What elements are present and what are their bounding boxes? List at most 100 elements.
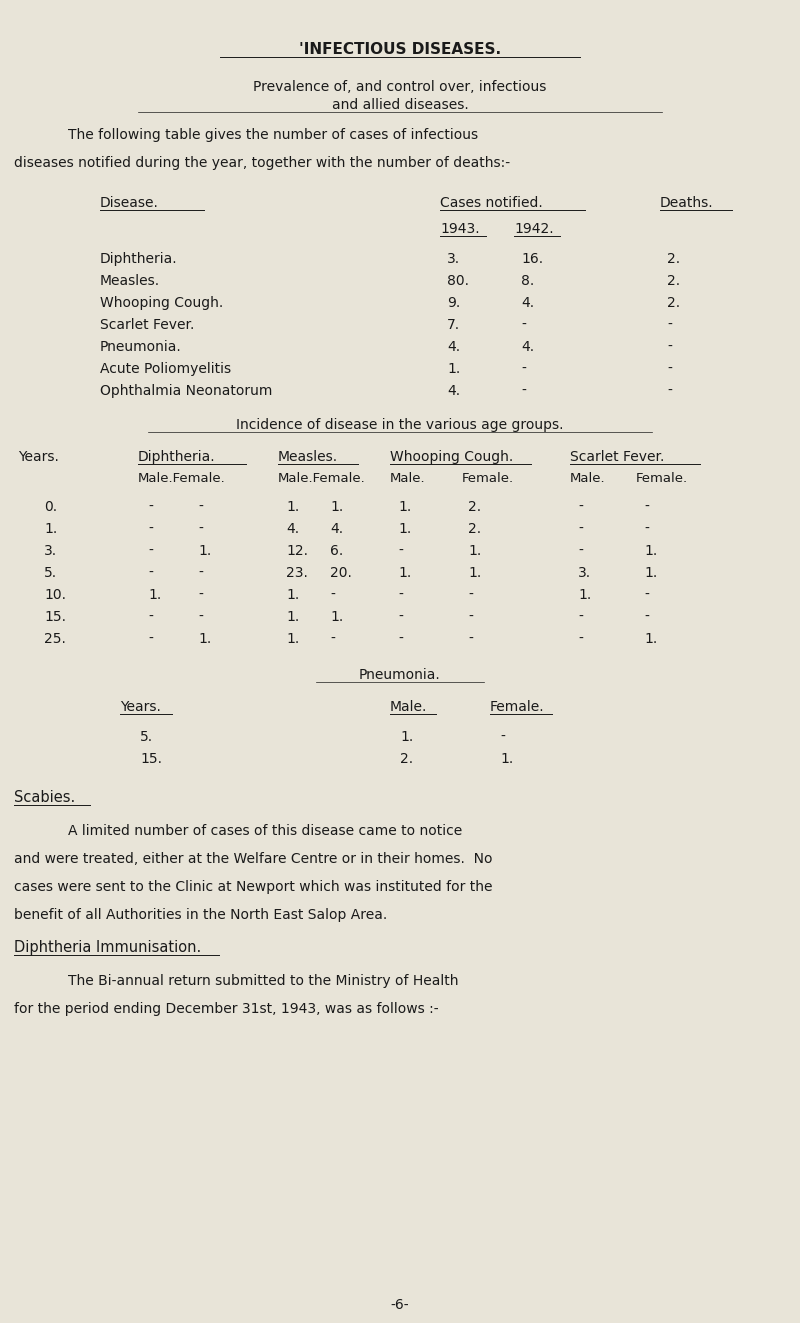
Text: 1943.: 1943. (440, 222, 480, 235)
Text: -: - (198, 566, 203, 579)
Text: 23.: 23. (286, 566, 308, 579)
Text: Incidence of disease in the various age groups.: Incidence of disease in the various age … (236, 418, 564, 433)
Text: Male.: Male. (390, 700, 427, 714)
Text: -: - (468, 610, 473, 624)
Text: 4.: 4. (521, 296, 534, 310)
Text: Measles.: Measles. (278, 450, 338, 464)
Text: -: - (148, 610, 153, 624)
Text: 3.: 3. (447, 251, 460, 266)
Text: Scarlet Fever.: Scarlet Fever. (570, 450, 664, 464)
Text: 1.: 1. (398, 500, 411, 515)
Text: 8.: 8. (521, 274, 534, 288)
Text: 20.: 20. (330, 566, 352, 579)
Text: 1.: 1. (330, 500, 343, 515)
Text: Years.: Years. (18, 450, 59, 464)
Text: 15.: 15. (140, 751, 162, 766)
Text: -6-: -6- (390, 1298, 410, 1312)
Text: -: - (644, 610, 649, 624)
Text: Years.: Years. (120, 700, 161, 714)
Text: Scabies.: Scabies. (14, 790, 75, 804)
Text: -: - (578, 632, 583, 646)
Text: 7.: 7. (447, 318, 460, 332)
Text: Female.: Female. (636, 472, 688, 486)
Text: 2.: 2. (667, 296, 680, 310)
Text: 5.: 5. (140, 730, 153, 744)
Text: 1.: 1. (198, 632, 211, 646)
Text: -: - (198, 587, 203, 602)
Text: 10.: 10. (44, 587, 66, 602)
Text: -: - (198, 500, 203, 515)
Text: 1.: 1. (286, 632, 299, 646)
Text: 80.: 80. (447, 274, 469, 288)
Text: Pneumonia.: Pneumonia. (359, 668, 441, 681)
Text: -: - (398, 544, 403, 558)
Text: -: - (521, 318, 526, 332)
Text: 1.: 1. (500, 751, 514, 766)
Text: 1942.: 1942. (514, 222, 554, 235)
Text: and allied diseases.: and allied diseases. (332, 98, 468, 112)
Text: Male.: Male. (390, 472, 426, 486)
Text: -: - (667, 340, 672, 355)
Text: Male.Female.: Male.Female. (278, 472, 366, 486)
Text: -: - (330, 587, 335, 602)
Text: -: - (330, 632, 335, 646)
Text: 1.: 1. (447, 363, 460, 376)
Text: 12.: 12. (286, 544, 308, 558)
Text: 1.: 1. (398, 566, 411, 579)
Text: 1.: 1. (400, 730, 414, 744)
Text: Measles.: Measles. (100, 274, 160, 288)
Text: -: - (578, 610, 583, 624)
Text: Pneumonia.: Pneumonia. (100, 340, 182, 355)
Text: -: - (148, 566, 153, 579)
Text: -: - (198, 610, 203, 624)
Text: 3.: 3. (578, 566, 591, 579)
Text: 2.: 2. (400, 751, 413, 766)
Text: -: - (644, 523, 649, 536)
Text: Female.: Female. (462, 472, 514, 486)
Text: -: - (667, 363, 672, 376)
Text: Ophthalmia Neonatorum: Ophthalmia Neonatorum (100, 384, 272, 398)
Text: 1.: 1. (644, 566, 658, 579)
Text: Diphtheria Immunisation.: Diphtheria Immunisation. (14, 941, 202, 955)
Text: 1.: 1. (578, 587, 591, 602)
Text: 2.: 2. (468, 500, 481, 515)
Text: -: - (468, 632, 473, 646)
Text: 0.: 0. (44, 500, 57, 515)
Text: Disease.: Disease. (100, 196, 159, 210)
Text: and were treated, either at the Welfare Centre or in their homes.  No: and were treated, either at the Welfare … (14, 852, 493, 867)
Text: 1.: 1. (398, 523, 411, 536)
Text: Cases notified.: Cases notified. (440, 196, 542, 210)
Text: Deaths.: Deaths. (660, 196, 714, 210)
Text: -: - (398, 587, 403, 602)
Text: -: - (578, 500, 583, 515)
Text: 1.: 1. (468, 544, 482, 558)
Text: 25.: 25. (44, 632, 66, 646)
Text: -: - (398, 632, 403, 646)
Text: Whooping Cough.: Whooping Cough. (390, 450, 514, 464)
Text: for the period ending December 31st, 1943, was as follows :-: for the period ending December 31st, 194… (14, 1002, 438, 1016)
Text: 2.: 2. (667, 251, 680, 266)
Text: 6.: 6. (330, 544, 343, 558)
Text: 4.: 4. (286, 523, 299, 536)
Text: -: - (148, 544, 153, 558)
Text: benefit of all Authorities in the North East Salop Area.: benefit of all Authorities in the North … (14, 908, 387, 922)
Text: 1.: 1. (644, 544, 658, 558)
Text: -: - (198, 523, 203, 536)
Text: -: - (521, 363, 526, 376)
Text: -: - (644, 500, 649, 515)
Text: -: - (667, 318, 672, 332)
Text: Diphtheria.: Diphtheria. (138, 450, 216, 464)
Text: 16.: 16. (521, 251, 543, 266)
Text: -: - (398, 610, 403, 624)
Text: 4.: 4. (447, 340, 460, 355)
Text: -: - (644, 587, 649, 602)
Text: 1.: 1. (148, 587, 162, 602)
Text: cases were sent to the Clinic at Newport which was instituted for the: cases were sent to the Clinic at Newport… (14, 880, 493, 894)
Text: 4.: 4. (521, 340, 534, 355)
Text: -: - (500, 730, 505, 744)
Text: 15.: 15. (44, 610, 66, 624)
Text: -: - (148, 632, 153, 646)
Text: 2.: 2. (468, 523, 481, 536)
Text: 4.: 4. (330, 523, 343, 536)
Text: 3.: 3. (44, 544, 57, 558)
